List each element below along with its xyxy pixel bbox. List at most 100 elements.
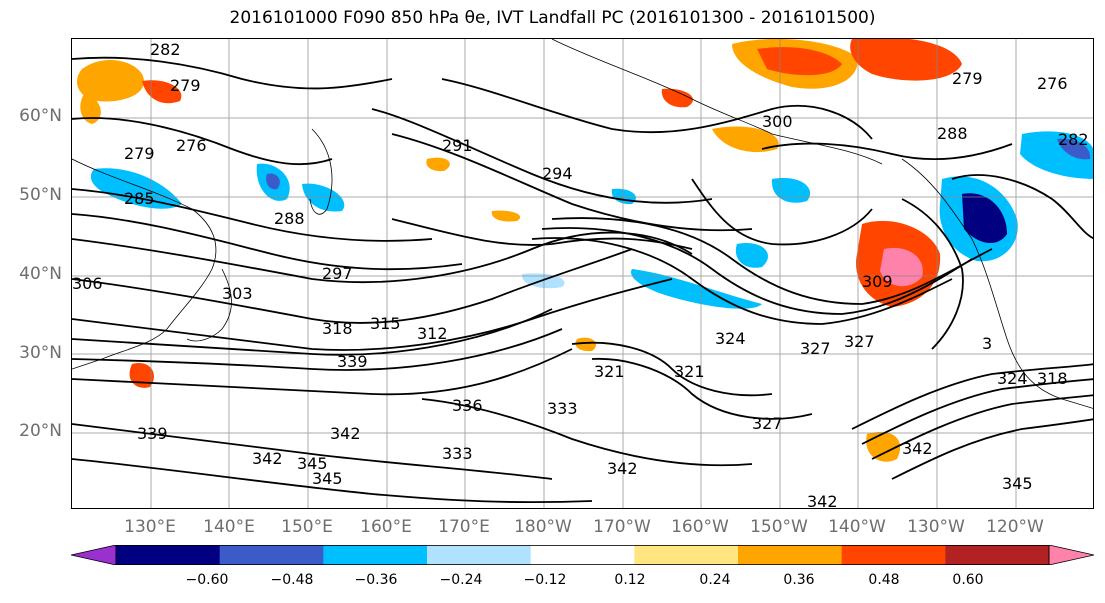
alaska-coastline (551, 39, 883, 165)
contour-label: 291 (442, 136, 473, 155)
contour-label: 333 (442, 444, 473, 463)
colorbar-tick: −0.12 (523, 572, 567, 588)
lon-label-160w: 160°W (671, 517, 729, 537)
contour-label: 306 (72, 274, 103, 293)
coastlines (72, 39, 1093, 409)
contour-label: 342 (607, 459, 638, 478)
contour-label: 339 (337, 352, 368, 371)
graticule (72, 39, 1093, 508)
contour-label: 294 (542, 164, 573, 183)
contour-label: 318 (322, 319, 353, 338)
negative-anomaly-region (1057, 138, 1091, 160)
lon-label-130e: 130°E (124, 517, 176, 537)
map-title: 2016101000 F090 850 hPa θe, IVT Landfall… (229, 8, 876, 28)
contour-label: 276 (1037, 74, 1068, 93)
contour-label: 297 (322, 264, 353, 283)
lat-label-60n: 60°N (19, 106, 62, 126)
lon-label-150e: 150°E (281, 517, 333, 537)
colorbar-tick: −0.36 (354, 572, 398, 588)
positive-anomaly-region (129, 363, 154, 388)
negative-anomaly-region (266, 173, 280, 190)
contour-label: 324 (715, 329, 746, 348)
colorbar-extend-low (70, 544, 117, 566)
contour-label: 303 (222, 284, 253, 303)
lat-label-30n: 30°N (19, 343, 62, 363)
lon-label-140w: 140°W (828, 517, 886, 537)
contour-label: 345 (297, 454, 328, 473)
contour-label: 342 (330, 424, 361, 443)
positive-anomaly-region (661, 88, 693, 108)
contour-label: 288 (937, 124, 968, 143)
contour-label: 327 (752, 414, 783, 433)
contour-label: 333 (547, 399, 578, 418)
colorbar-tick: 0.12 (614, 572, 646, 588)
contour-label: 276 (176, 136, 207, 155)
contour-label: 327 (800, 339, 831, 358)
lat-label-20n: 20°N (19, 421, 62, 441)
colorbar-tick: −0.24 (439, 572, 483, 588)
contour-label: 336 (452, 396, 483, 415)
colorbar-segment (841, 545, 946, 565)
contour-label: 282 (150, 40, 181, 59)
lat-label-50n: 50°N (19, 185, 62, 205)
colorbar-segment (427, 545, 532, 565)
contour-label: 345 (1002, 474, 1033, 493)
colorbar-tick: −0.60 (185, 572, 229, 588)
contour-label: 282 (1058, 130, 1089, 149)
contour-label: 339 (137, 424, 168, 443)
contour-label: 288 (274, 209, 305, 228)
positive-anomaly-region (426, 157, 450, 172)
lon-label-140e: 140°E (203, 517, 255, 537)
positive-anomaly-region (850, 39, 962, 81)
contour-label: 324 (997, 369, 1028, 388)
lon-label-150w: 150°W (750, 517, 808, 537)
contour-label: 321 (594, 362, 625, 381)
colorbar-segment (219, 545, 324, 565)
colorbar-graphic (70, 544, 1095, 566)
colorbar-extend-high (1048, 544, 1095, 566)
negative-anomaly-region (962, 193, 1007, 244)
colorbar-segment (530, 545, 635, 565)
colorbar-tick: 0.48 (868, 572, 900, 588)
contour-label: 342 (252, 449, 283, 468)
contour-label: 315 (370, 314, 401, 333)
positive-anomaly-region (77, 59, 144, 102)
lon-label-170w: 170°W (593, 517, 651, 537)
positive-anomaly-region (142, 80, 182, 104)
contour-label: 279 (124, 144, 155, 163)
positive-anomaly-region (866, 431, 901, 462)
lat-label-40n: 40°N (19, 264, 62, 284)
lon-label-160e: 160°E (360, 517, 412, 537)
contour-label: 3 (982, 334, 992, 353)
lon-label-120w: 120°W (986, 517, 1044, 537)
positive-anomaly-region (757, 47, 842, 76)
lon-label-180w: 180°W (514, 517, 572, 537)
contour-label: 318 (1037, 369, 1068, 388)
positive-anomaly-region (575, 337, 597, 352)
contour-label: 312 (417, 324, 448, 343)
map-panel: 282 279 279 276 285 288 291 294 297 300 … (71, 38, 1094, 509)
shading-layer (77, 39, 1093, 462)
asia-coastline (72, 158, 217, 370)
negative-anomaly-region (771, 178, 811, 203)
kamchatka-coastline (309, 128, 333, 215)
contour-label: 345 (312, 469, 343, 488)
lon-label-130w: 130°W (907, 517, 965, 537)
colorbar-tick: 0.36 (783, 572, 815, 588)
contour-label: 342 (902, 439, 933, 458)
contour-label: 309 (862, 272, 893, 291)
negative-anomaly-region (90, 168, 182, 209)
contour-label: 279 (952, 69, 983, 88)
colorbar-tick: 0.60 (952, 572, 984, 588)
contour-label: 285 (124, 189, 155, 208)
north-america-coastline (901, 158, 1093, 409)
positive-anomaly-region (880, 247, 923, 287)
negative-anomaly-region (631, 269, 762, 309)
colorbar-segment (634, 545, 739, 565)
colorbar-segment (323, 545, 428, 565)
colorbar (70, 544, 1095, 566)
map-plot: 282 279 279 276 285 288 291 294 297 300 … (72, 39, 1093, 508)
japan-coastline (186, 268, 232, 342)
contour-labels: 282 279 279 276 285 288 291 294 297 300 … (72, 40, 1089, 508)
positive-anomaly-region (712, 126, 779, 153)
